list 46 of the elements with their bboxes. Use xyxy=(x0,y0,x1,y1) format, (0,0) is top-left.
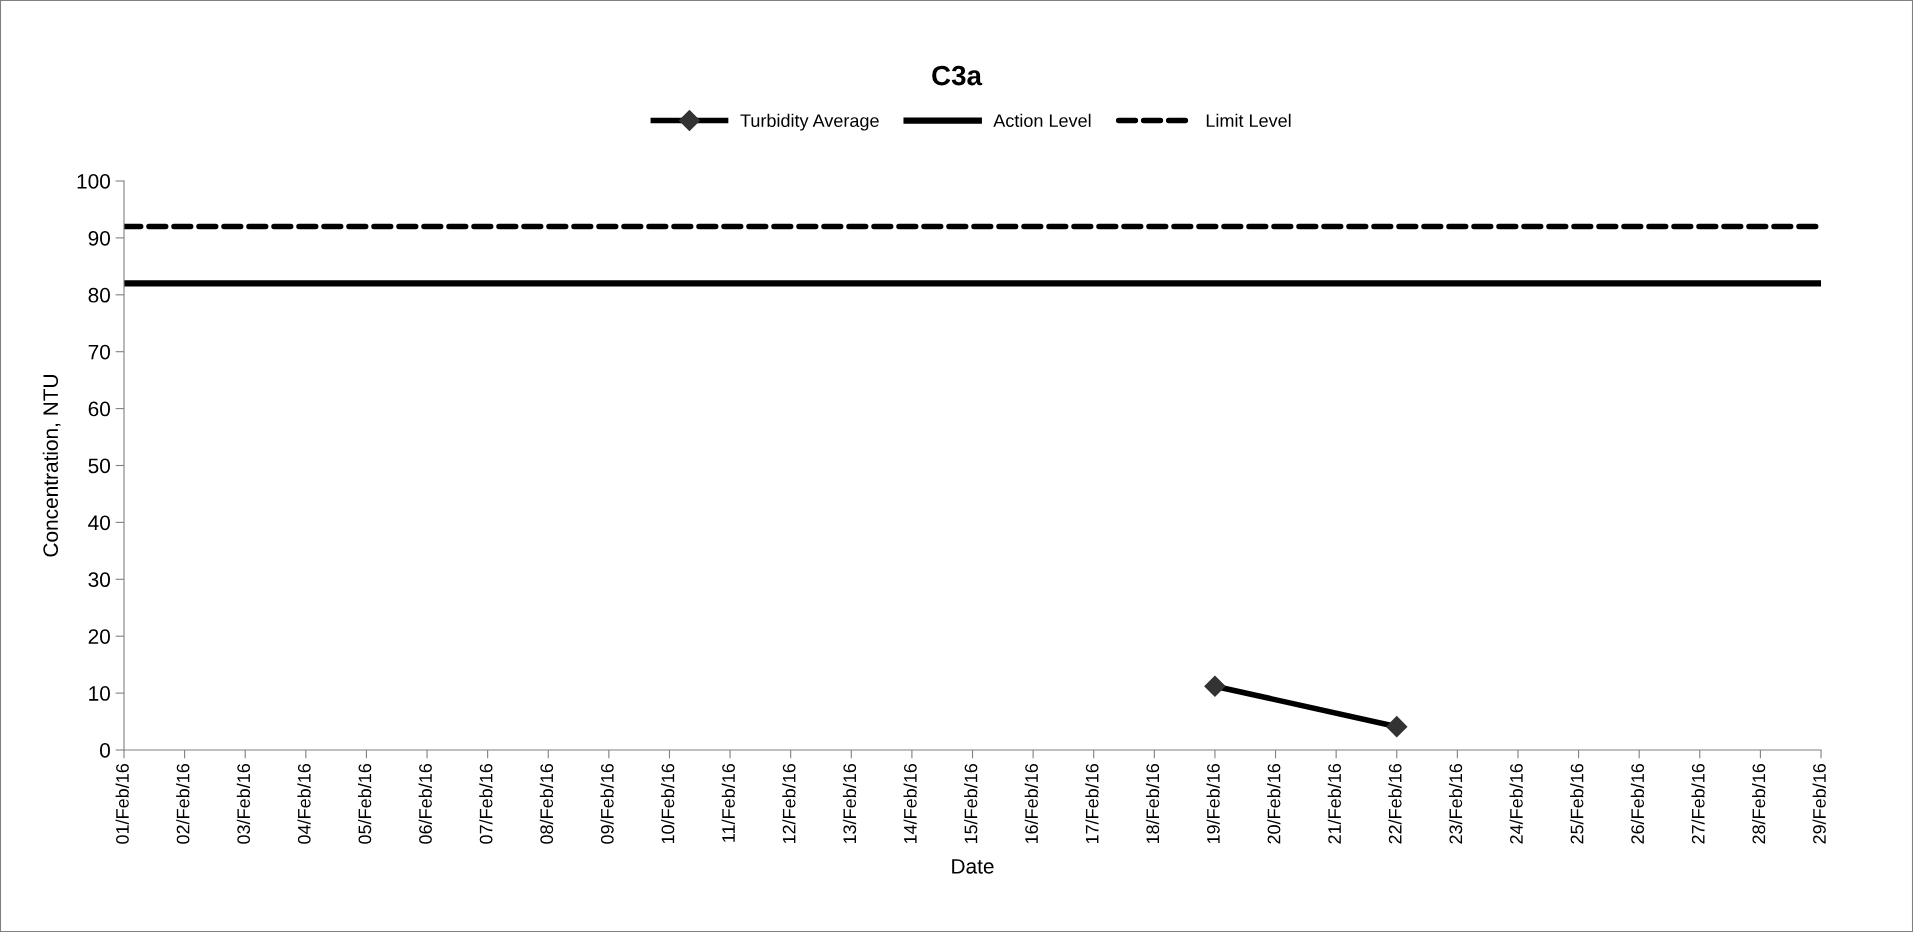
x-tick-label: 28/Feb/16 xyxy=(1751,763,1766,844)
legend-label: Action Level xyxy=(993,113,1091,128)
x-tick-label: 05/Feb/16 xyxy=(358,763,372,844)
x-tick-label: 21/Feb/16 xyxy=(1327,763,1341,844)
y-tick-label: 20 xyxy=(88,629,110,644)
x-tick-label: 25/Feb/16 xyxy=(1570,763,1584,844)
x-tick-label: 14/Feb/16 xyxy=(903,763,917,844)
legend-label: Limit Level xyxy=(1206,113,1291,128)
x-tick-label: 09/Feb/16 xyxy=(600,763,614,844)
x-tick-label: 29/Feb/16 xyxy=(1812,763,1826,844)
x-tick-label: 18/Feb/16 xyxy=(1145,763,1160,844)
x-tick-label: 07/Feb/16 xyxy=(479,763,493,844)
x-tick-label: 17/Feb/16 xyxy=(1085,763,1099,844)
x-tick-label: 16/Feb/16 xyxy=(1024,763,1038,844)
y-tick-label: 60 xyxy=(88,401,110,417)
x-tick-label: 08/Feb/16 xyxy=(539,763,554,844)
y-tick-label: 90 xyxy=(88,230,110,246)
x-tick-label: 04/Feb/16 xyxy=(297,763,311,844)
x-tick-label: 24/Feb/16 xyxy=(1509,763,1523,844)
x-tick-label: 26/Feb/16 xyxy=(1630,763,1645,844)
y-tick-label: 30 xyxy=(88,572,110,588)
y-tick-label: 0 xyxy=(100,743,110,758)
y-tick-label: 80 xyxy=(88,287,110,303)
x-tick-label: 03/Feb/16 xyxy=(236,763,251,844)
x-tick-label: 27/Feb/16 xyxy=(1691,763,1705,844)
x-axis-title: Date xyxy=(952,859,994,874)
x-tick-label: 06/Feb/16 xyxy=(418,763,432,844)
x-tick-label: 22/Feb/16 xyxy=(1388,763,1402,844)
y-tick-label: 70 xyxy=(88,344,110,360)
y-axis-title: Concentration, NTU xyxy=(42,375,61,557)
chart-title: C3a xyxy=(932,65,983,86)
x-tick-label: 01/Feb/16 xyxy=(115,763,129,844)
x-tick-label: 10/Feb/16 xyxy=(661,763,675,844)
y-tick-label: 100 xyxy=(77,174,110,189)
x-tick-label: 11/Feb/16 xyxy=(721,763,735,842)
legend-label: Turbidity Average xyxy=(740,113,879,131)
x-tick-label: 19/Feb/16 xyxy=(1206,763,1220,844)
x-tick-label: 15/Feb/16 xyxy=(964,763,978,844)
x-tick-label: 20/Feb/16 xyxy=(1267,763,1281,844)
x-tick-label: 12/Feb/16 xyxy=(782,763,796,844)
y-tick-label: 10 xyxy=(89,686,110,701)
y-tick-label: 40 xyxy=(88,515,110,531)
x-tick-label: 23/Feb/16 xyxy=(1448,763,1463,844)
y-tick-label: 50 xyxy=(88,458,110,474)
x-tick-label: 13/Feb/16 xyxy=(842,763,857,844)
x-tick-label: 02/Feb/16 xyxy=(176,763,190,844)
